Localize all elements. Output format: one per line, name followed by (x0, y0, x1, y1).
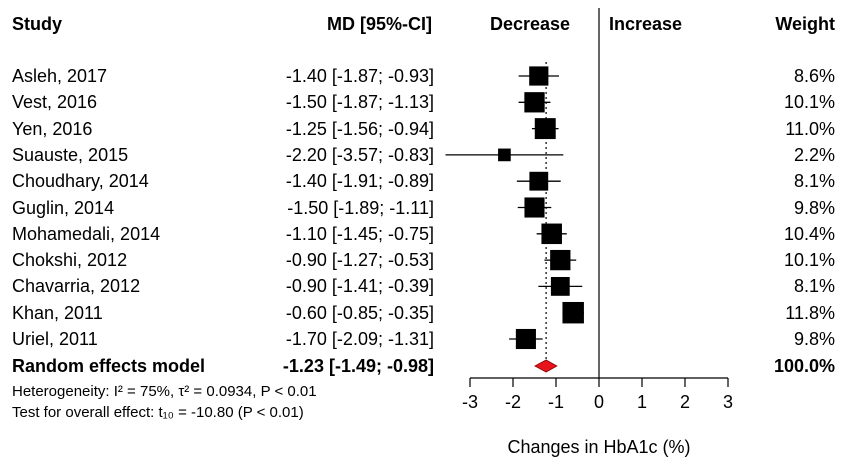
x-tick-label: 1 (637, 392, 647, 412)
study-name: Yen, 2016 (12, 118, 93, 139)
study-point (524, 92, 545, 113)
study-ci: -1.40 [-1.91; -0.89] (285, 171, 434, 192)
study-point (562, 301, 584, 324)
study-ci: -1.50 [-1.89; -1.11] (287, 197, 434, 218)
study-weight: 2.2% (793, 144, 835, 165)
decrease-header: Decrease (490, 14, 571, 34)
study-point (550, 249, 571, 271)
study-ci: -0.90 [-1.41; -0.39] (285, 276, 434, 297)
study-point (498, 148, 511, 162)
study-point (515, 328, 536, 350)
study-weight: 8.1% (793, 171, 835, 192)
pooled-diamond (534, 359, 558, 373)
study-name: Mohamedali, 2014 (12, 223, 161, 244)
heterogeneity-text: Heterogeneity: I² = 75%, τ² = 0.0934, P … (12, 383, 317, 400)
study-name: Guglin, 2014 (12, 197, 115, 218)
study-ci: -1.10 [-1.45; -0.75] (285, 223, 434, 244)
study-weight: 11.8% (785, 302, 835, 323)
study-weight: 8.1% (793, 276, 835, 297)
study-name: Uriel, 2011 (12, 329, 98, 349)
study-weight: 10.4% (783, 223, 835, 244)
study-ci: -1.50 [-1.87; -1.13] (285, 92, 434, 113)
study-weight: 10.1% (783, 250, 835, 271)
study-header: Study (12, 14, 63, 34)
study-name: Chokshi, 2012 (12, 250, 128, 271)
study-name: Suauste, 2015 (12, 144, 129, 165)
study-point (534, 118, 556, 140)
weight-header: Weight (775, 14, 835, 34)
study-ci: -1.40 [-1.87; -0.93] (285, 66, 434, 86)
study-point (541, 223, 562, 245)
study-point (550, 276, 570, 296)
study-point (529, 171, 549, 191)
study-ci: -1.25 [-1.56; -0.94] (285, 118, 434, 139)
study-ci: -2.20 [-3.57; -0.83] (285, 144, 434, 165)
overall-effect-text: Test for overall effect: t₁₀ = -10.80 (P… (12, 404, 304, 421)
study-weight: 9.8% (793, 329, 835, 349)
study-point (524, 197, 545, 218)
study-weight: 10.1% (783, 92, 835, 113)
x-axis-label: Changes in HbA1c (%) (507, 437, 690, 457)
x-tick-label: 0 (594, 392, 604, 412)
x-tick-label: -2 (505, 392, 521, 412)
study-ci: -0.90 [-1.27; -0.53] (285, 250, 434, 271)
study-ci: -1.70 [-2.09; -1.31] (285, 329, 434, 349)
study-ci: -0.60 [-0.85; -0.35] (285, 302, 434, 323)
pooled-weight: 100.0% (773, 356, 835, 376)
study-name: Chavarria, 2012 (12, 276, 141, 297)
x-tick-label: -3 (462, 392, 478, 412)
study-weight: 8.6% (793, 66, 835, 86)
study-name: Vest, 2016 (12, 92, 98, 113)
x-tick-label: 2 (680, 392, 690, 412)
study-weight: 11.0% (785, 118, 835, 139)
x-tick-label: -1 (548, 392, 564, 412)
study-point (529, 66, 549, 86)
study-name: Choudhary, 2014 (12, 171, 149, 192)
x-tick-label: 3 (723, 392, 733, 412)
pooled-ci: -1.23 [-1.49; -0.98] (282, 356, 434, 376)
study-weight: 9.8% (793, 197, 835, 218)
study-name: Asleh, 2017 (12, 66, 108, 86)
pooled-label: Random effects model (12, 356, 206, 376)
increase-header: Increase (609, 14, 683, 34)
study-name: Khan, 2011 (12, 302, 103, 323)
md-ci-header: MD [95%-CI] (326, 14, 432, 34)
